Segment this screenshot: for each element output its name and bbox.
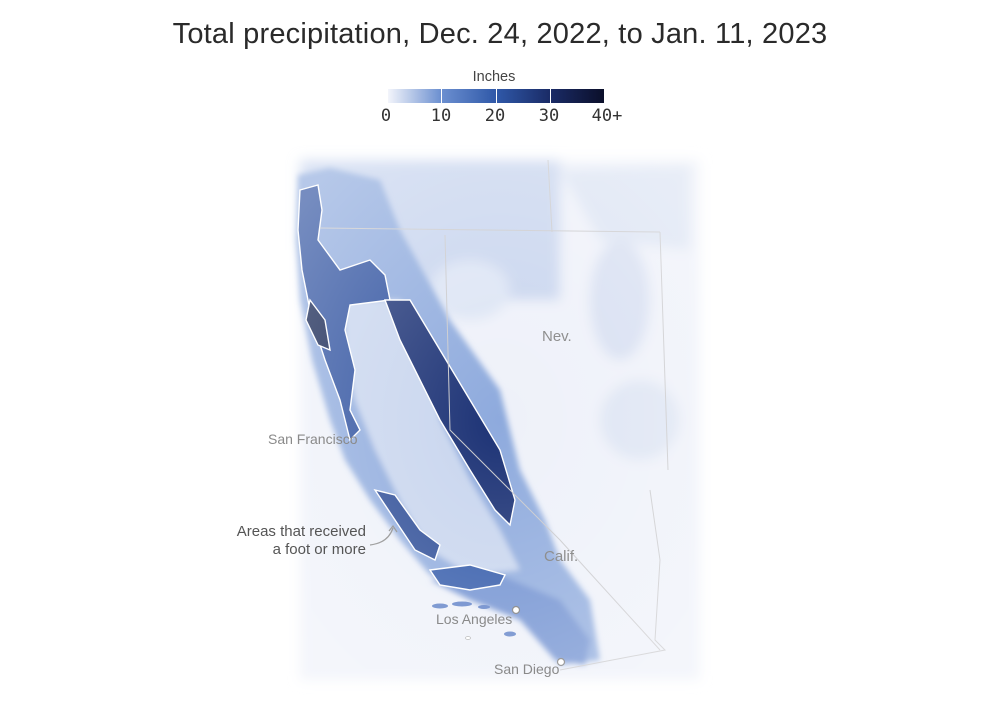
legend-color-bar bbox=[388, 89, 604, 103]
precipitation-legend: Inches 0 10 20 30 40+ bbox=[378, 68, 628, 128]
legend-swatch bbox=[388, 89, 443, 103]
annotation-line: Areas that received bbox=[236, 523, 366, 540]
san-diego-label: San Diego bbox=[494, 661, 560, 677]
annotation-line: a foot or more bbox=[272, 541, 366, 558]
legend-tick: 40+ bbox=[591, 106, 623, 126]
legend-tick: 20 bbox=[484, 106, 506, 126]
legend-title: Inches bbox=[472, 69, 516, 85]
legend-swatch bbox=[550, 89, 604, 103]
legend-swatch bbox=[496, 89, 551, 103]
los-angeles-label: Los Angeles bbox=[436, 611, 513, 627]
california-label: Calif. bbox=[544, 548, 579, 565]
chart-title: Total precipitation, Dec. 24, 2022, to J… bbox=[172, 18, 828, 50]
san-francisco-label: San Francisco bbox=[268, 431, 358, 447]
legend-tick: 30 bbox=[538, 106, 560, 126]
annotation-text: Areas that received a foot or more bbox=[200, 523, 366, 559]
legend-tick: 0 bbox=[380, 106, 392, 126]
nevada-label: Nev. bbox=[542, 328, 572, 345]
legend-tick: 10 bbox=[430, 106, 452, 126]
legend-swatch bbox=[442, 89, 497, 103]
